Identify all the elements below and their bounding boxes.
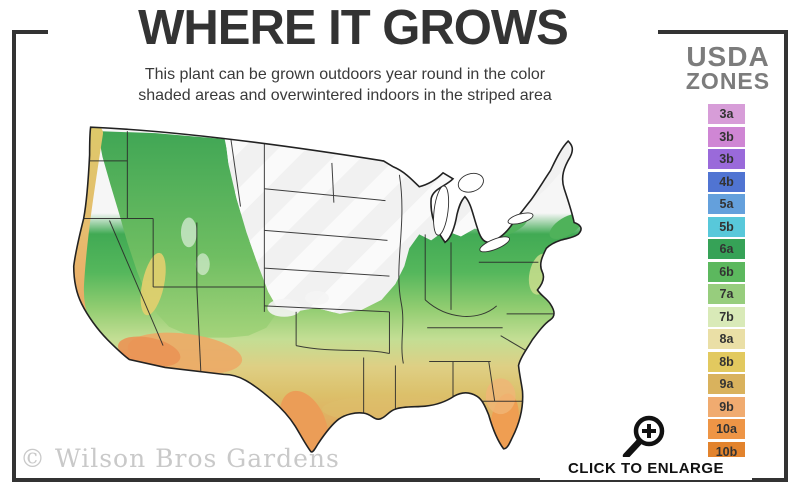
watermark: © Wilson Bros Gardens	[20, 444, 340, 473]
zone-label: 4b	[719, 174, 734, 189]
map-fill-layers	[73, 127, 582, 452]
zone-label: 9b	[719, 399, 734, 414]
click-to-enlarge-button[interactable]: CLICK TO ENLARGE	[540, 457, 752, 480]
lake-ontario	[507, 212, 534, 225]
zone-swatch: 8a	[708, 329, 745, 349]
zone-label: 7a	[719, 287, 734, 301]
zone-swatch: 5a	[708, 194, 745, 214]
zone-swatch: 10a	[708, 419, 745, 439]
state-borders	[73, 131, 555, 416]
subtitle: This plant can be grown outdoors year ro…	[90, 64, 600, 106]
zone-label: 7b	[719, 309, 734, 324]
usa-zones-map[interactable]	[36, 114, 592, 466]
zone-label: 6a	[719, 242, 734, 256]
usda-zones-heading: USDA ZONES	[672, 41, 784, 94]
page-title: WHERE IT GROWS	[48, 0, 658, 56]
zone-label: 3a	[719, 107, 734, 121]
zone-label: 3b	[719, 129, 734, 144]
zone-swatch: 7a	[708, 284, 745, 304]
zone-swatch: 6b	[708, 261, 745, 282]
zone-swatch: 3a	[708, 104, 745, 124]
usa-map-svg	[72, 126, 582, 453]
zone-label: 10a	[716, 422, 737, 436]
subtitle-line-1: This plant can be grown outdoors year ro…	[144, 66, 546, 83]
zone-swatch: 3b	[708, 126, 745, 147]
great-lakes	[433, 172, 534, 253]
rockies-white-patch	[305, 290, 329, 305]
socal-orange-region	[117, 336, 181, 367]
zone-swatch: 7b	[708, 306, 745, 327]
lake-erie	[479, 236, 510, 253]
zone-swatch: 6a	[708, 239, 745, 259]
rockies-white-patch	[267, 298, 302, 317]
usda-zones-heading-line2: ZONES	[685, 68, 771, 94]
usa-outline	[72, 126, 582, 453]
subtitle-line-2: shaded areas and overwintered indoors in…	[138, 87, 552, 104]
zone-swatch: 3b	[708, 149, 745, 169]
zone-label: 10b	[715, 444, 738, 459]
zone-swatch: 9b	[708, 396, 745, 417]
zone-swatch: 5b	[708, 216, 745, 237]
idaho-white-patch	[195, 253, 210, 276]
zone-label: 9a	[719, 377, 734, 391]
zone-swatch: 10b	[708, 441, 745, 462]
zone-swatch: 4b	[708, 171, 745, 192]
zone-legend: 3a 3b 3b 4b 5a 5b 6a 6b 7a 7b 8a 8b 9a 9…	[708, 104, 745, 464]
zone-label: 6b	[719, 264, 734, 279]
zone-label: 8a	[719, 332, 734, 346]
zone-label: 5a	[719, 197, 734, 211]
lake-michigan	[433, 185, 450, 236]
idaho-white-patch	[180, 217, 197, 248]
magnifier-plus-icon[interactable]	[616, 412, 672, 464]
zone-label: 5b	[719, 219, 734, 234]
zone-swatch: 9a	[708, 374, 745, 394]
lake-huron	[457, 172, 484, 193]
zone-label: 3b	[719, 152, 734, 166]
usda-zones-heading-line1: USDA	[686, 41, 770, 72]
zone-swatch: 8b	[708, 351, 745, 372]
zone-label: 8b	[719, 354, 734, 369]
central-florida-orange	[485, 378, 516, 415]
